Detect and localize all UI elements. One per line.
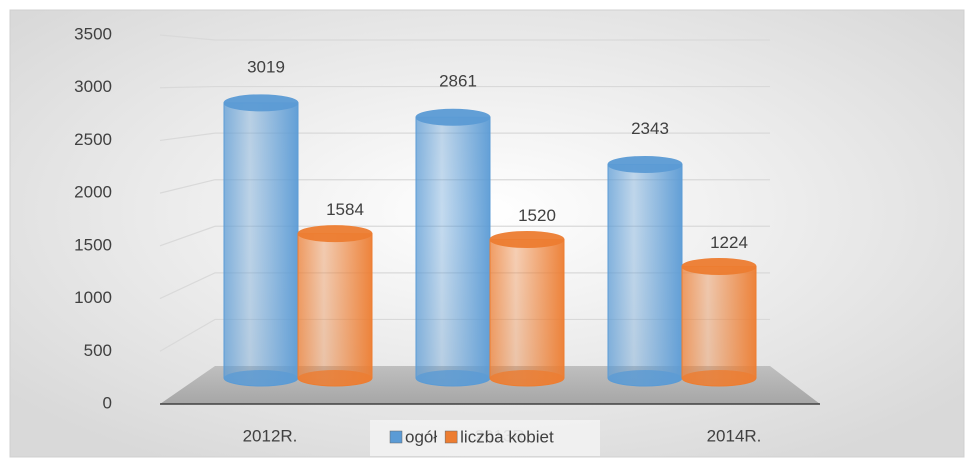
x-tick-label: 2014R. bbox=[707, 426, 762, 445]
x-tick-label: 2012R. bbox=[243, 426, 298, 445]
cylinder-top bbox=[415, 108, 491, 126]
cylinder-top bbox=[223, 94, 299, 112]
bar bbox=[489, 238, 565, 387]
grid-line bbox=[159, 179, 770, 194]
y-tick-label: 1000 bbox=[74, 288, 112, 307]
legend-label: liczba kobiet bbox=[460, 427, 554, 446]
grid-line bbox=[159, 318, 770, 352]
y-tick-label: 2500 bbox=[74, 130, 112, 149]
y-tick-label: 500 bbox=[84, 341, 112, 360]
bar bbox=[223, 102, 299, 387]
y-tick-label: 3000 bbox=[74, 77, 112, 96]
data-label: 1520 bbox=[518, 206, 556, 225]
grid-line bbox=[159, 85, 770, 89]
bar bbox=[297, 233, 373, 387]
data-label: 1584 bbox=[326, 200, 364, 219]
data-label: 2343 bbox=[631, 119, 669, 138]
legend-swatch bbox=[444, 430, 458, 444]
y-tick-label: 1500 bbox=[74, 235, 112, 254]
legend-swatch bbox=[389, 430, 403, 444]
legend-label: ogół bbox=[405, 427, 437, 446]
legend-box bbox=[370, 420, 600, 456]
bar bbox=[681, 265, 757, 387]
cylinder-top bbox=[297, 225, 373, 243]
y-tick-label: 3500 bbox=[74, 24, 112, 43]
data-label: 2861 bbox=[439, 72, 477, 91]
y-tick-label: 2000 bbox=[74, 183, 112, 202]
bar bbox=[607, 163, 683, 387]
bar bbox=[415, 116, 491, 387]
cylinder-top bbox=[681, 257, 757, 275]
cylinder-top bbox=[607, 155, 683, 173]
data-label: 3019 bbox=[247, 57, 285, 76]
grid-line bbox=[159, 34, 770, 41]
data-label: 1224 bbox=[710, 233, 748, 252]
y-tick-label: 0 bbox=[103, 393, 112, 412]
grid-line bbox=[159, 132, 770, 142]
grid-line bbox=[159, 225, 770, 247]
cylinder-top bbox=[489, 230, 565, 248]
grid-line bbox=[159, 272, 770, 300]
